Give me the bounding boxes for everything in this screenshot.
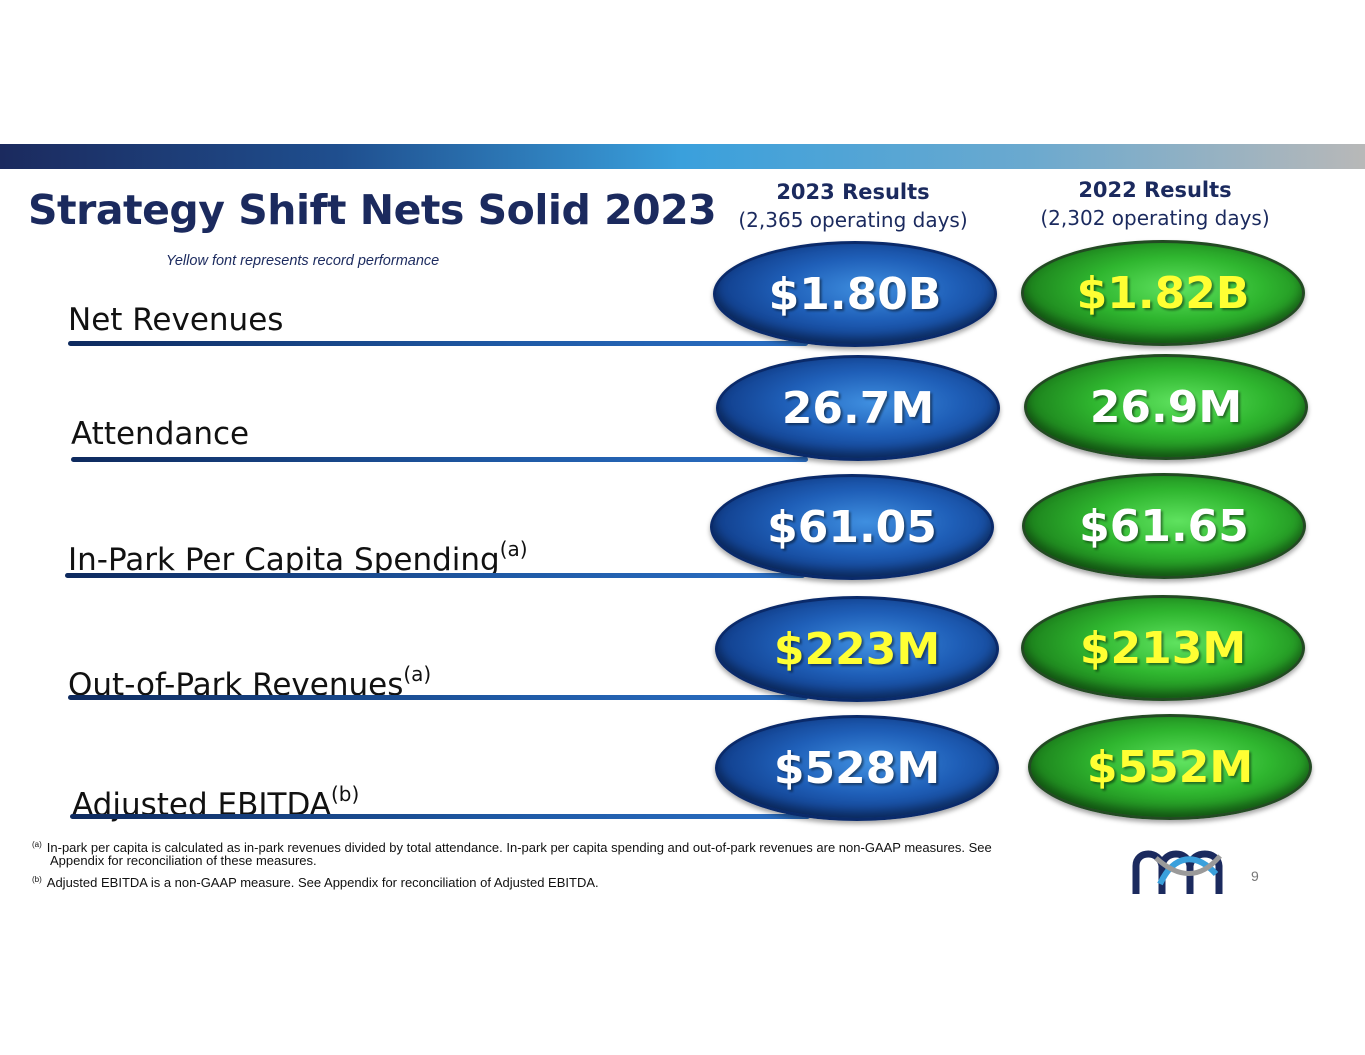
value-oval-2022: $213M <box>1021 595 1305 701</box>
footnote-text: In-park per capita is calculated as in-p… <box>46 840 992 855</box>
value-2023: $528M <box>773 742 941 794</box>
value-oval-2023: $223M <box>715 596 999 702</box>
footnote-marker: (a) <box>403 662 432 686</box>
value-2022: $213M <box>1079 622 1247 674</box>
header-gradient-band <box>0 144 1365 169</box>
value-oval-2022: $552M <box>1028 714 1312 820</box>
column-header-2022: 2022 Results (2,302 operating days) <box>1005 177 1305 232</box>
value-2022: $1.82B <box>1076 267 1250 319</box>
row-label-attendance: Attendance <box>71 415 249 453</box>
value-2023: $223M <box>773 623 941 675</box>
value-oval-2022: $61.65 <box>1022 473 1306 579</box>
row-label-net-revenues: Net Revenues <box>68 301 283 339</box>
six-flags-logo-icon <box>1132 850 1223 894</box>
value-2023: $61.05 <box>767 501 937 553</box>
column-header-2023: 2023 Results (2,365 operating days) <box>703 179 1003 234</box>
row-underline <box>70 814 810 819</box>
footnote-b: (b) Adjusted EBITDA is a non-GAAP measure… <box>32 871 599 891</box>
value-2022: $552M <box>1086 741 1254 793</box>
row-underline <box>68 341 808 346</box>
value-oval-2022: 26.9M <box>1024 354 1308 460</box>
page-title: Strategy Shift Nets Solid 2023 <box>28 186 717 234</box>
page-number: 9 <box>1251 868 1259 884</box>
value-oval-2023: 26.7M <box>716 355 1000 461</box>
value-oval-2023: $61.05 <box>710 474 994 580</box>
row-label-in-park-per-capita: In-Park Per Capita Spending(a) <box>68 530 528 579</box>
value-2022: 26.9M <box>1089 381 1243 433</box>
page-subtitle: Yellow font represents record performanc… <box>166 253 440 269</box>
footnote-a-continued: Appendix for reconciliation of these mea… <box>50 852 317 869</box>
column-heading: 2022 Results <box>1078 178 1232 202</box>
value-oval-2023: $528M <box>715 715 999 821</box>
footnote-marker: (a) <box>499 537 528 561</box>
value-oval-2023: $1.80B <box>713 241 997 347</box>
column-days: (2,365 operating days) <box>738 208 968 232</box>
row-underline <box>71 457 808 462</box>
row-label-text: Attendance <box>71 416 250 452</box>
column-days: (2,302 operating days) <box>1040 206 1270 230</box>
footnote-a: (a) In-park per capita is calculated as i… <box>32 836 992 856</box>
footnote-text: Appendix for reconciliation of these mea… <box>50 853 317 868</box>
row-label-text: In-Park Per Capita Spending <box>68 542 500 578</box>
value-oval-2022: $1.82B <box>1021 240 1305 346</box>
value-2022: $61.65 <box>1079 500 1249 552</box>
footnote-marker: (b) <box>330 782 360 806</box>
footnote-text: Adjusted EBITDA is a non-GAAP measure. S… <box>46 875 599 890</box>
column-heading: 2023 Results <box>776 180 930 204</box>
footnote-marker: (a) <box>32 840 42 849</box>
row-label-text: Net Revenues <box>68 302 284 338</box>
footnote-marker: (b) <box>32 875 42 884</box>
value-2023: 26.7M <box>781 382 935 434</box>
row-underline <box>65 573 805 578</box>
row-underline <box>68 695 808 700</box>
value-2023: $1.80B <box>768 268 942 320</box>
